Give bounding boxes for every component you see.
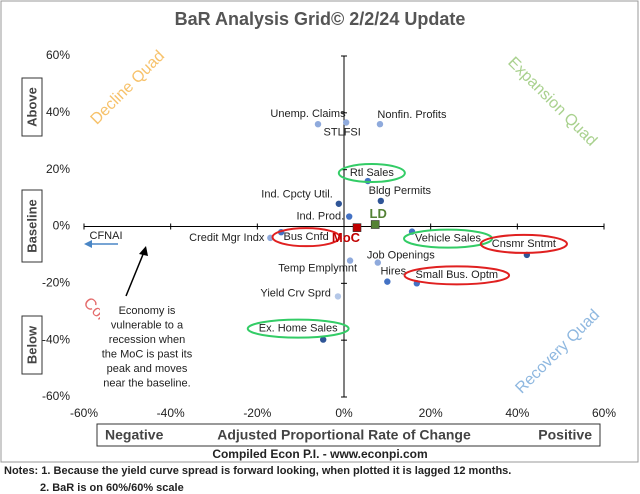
- point-label: Hires: [380, 266, 406, 278]
- point-label: Unemp. Claims: [270, 108, 346, 120]
- annotation-line: near the baseline.: [103, 377, 190, 389]
- point: [374, 259, 381, 266]
- point-label: Small Bus. Optm: [416, 269, 499, 281]
- point: [377, 197, 385, 205]
- point: [384, 278, 391, 285]
- chart-title: BaR Analysis Grid© 2/2/24 Update: [175, 9, 466, 29]
- point: [376, 121, 384, 128]
- point: [320, 336, 327, 343]
- label-outline: [271, 227, 341, 248]
- marker-label: MoC: [332, 230, 361, 245]
- label-outline: [479, 233, 568, 254]
- y-label-box: [21, 77, 43, 137]
- x-axis-title: Adjusted Proportional Rate of Change: [217, 427, 471, 443]
- x-tick-label: 40%: [505, 406, 529, 420]
- label-outline: [403, 265, 511, 286]
- y-tick-label: -60%: [42, 389, 70, 403]
- annotation-line: vulnerable to a: [111, 319, 184, 331]
- x-label-box: [96, 423, 601, 447]
- point-label: Yield Crv Sprd: [260, 287, 331, 299]
- y-tick-label: 20%: [46, 162, 70, 176]
- note: 2. BaR is on 60%/60% scale: [40, 482, 184, 494]
- point-label: Ind. Cpcty Util.: [261, 189, 333, 201]
- x-tick-label: 0%: [335, 406, 353, 420]
- point-label: Nonfin. Profits: [377, 109, 447, 121]
- y-label: Above: [24, 87, 39, 127]
- marker: [370, 220, 380, 229]
- x-label-left: Negative: [105, 427, 164, 443]
- x-label-right: Positive: [538, 427, 592, 443]
- annotation-line: recession when: [109, 334, 185, 346]
- y-tick-label: -40%: [42, 332, 70, 346]
- plot: -60% -40% -20% 0% 20% 40% 60% -60% -40% -20% 0% 20%…: [42, 48, 616, 420]
- annotation: Economy is vulnerable to a recession when t…: [102, 305, 193, 390]
- point: [346, 213, 353, 220]
- point-label: Ex. Home Sales: [259, 323, 338, 335]
- x-tick-label: 20%: [419, 406, 443, 420]
- annotation-arrow: [125, 251, 145, 297]
- offscale-label: CFNAI: [90, 230, 123, 242]
- point-label: Temp Emplymnt: [278, 263, 357, 275]
- point: [334, 293, 342, 300]
- y-tick-label: 40%: [46, 105, 70, 119]
- y-tick-label: 60%: [46, 48, 70, 62]
- label-outline: [246, 318, 350, 339]
- annotation-arrowhead: [139, 246, 148, 256]
- label-outline: [337, 163, 406, 184]
- annotation-line: peak and moves: [107, 363, 188, 375]
- marker: [352, 223, 362, 232]
- y-tick-label: 0%: [53, 219, 71, 233]
- source: Compiled Econ P.I. - www.econpi.com: [212, 447, 427, 461]
- point-label: Cnsmr Sntmt: [492, 238, 556, 250]
- y-label-box: [21, 189, 43, 263]
- point: [335, 200, 342, 207]
- y-label-box: [21, 315, 43, 375]
- point: [346, 257, 354, 264]
- point-label: Bus Cnfd: [284, 231, 329, 243]
- point: [314, 121, 322, 128]
- point-label: STLFSI: [324, 126, 361, 138]
- annotation-line: the MoC is past its: [102, 348, 193, 360]
- marker-label: LD: [370, 206, 387, 221]
- point-label: Ind. Prod.: [296, 210, 344, 222]
- point-label: Credit Mgr Indx: [189, 232, 265, 244]
- annotation-box: [100, 302, 194, 392]
- x-tick-label: -60%: [70, 406, 98, 420]
- point-label: Vehicle Sales: [415, 233, 482, 245]
- point-label: Job Openings: [367, 249, 435, 261]
- annotation-line: Economy is: [119, 305, 176, 317]
- point-label: Bldg Permits: [369, 185, 432, 197]
- x-tick-label: 60%: [592, 406, 616, 420]
- offscale-arrowhead: [84, 240, 92, 248]
- y-tick-label: -20%: [42, 276, 70, 290]
- point-label: Rtl Sales: [350, 167, 395, 179]
- note: Notes: 1. Because the yield curve spread…: [4, 465, 511, 477]
- point: [342, 119, 350, 126]
- x-tick-label: -20%: [243, 406, 271, 420]
- y-label: Baseline: [24, 199, 39, 252]
- y-label: Below: [24, 325, 39, 364]
- x-tick-label: -40%: [157, 406, 185, 420]
